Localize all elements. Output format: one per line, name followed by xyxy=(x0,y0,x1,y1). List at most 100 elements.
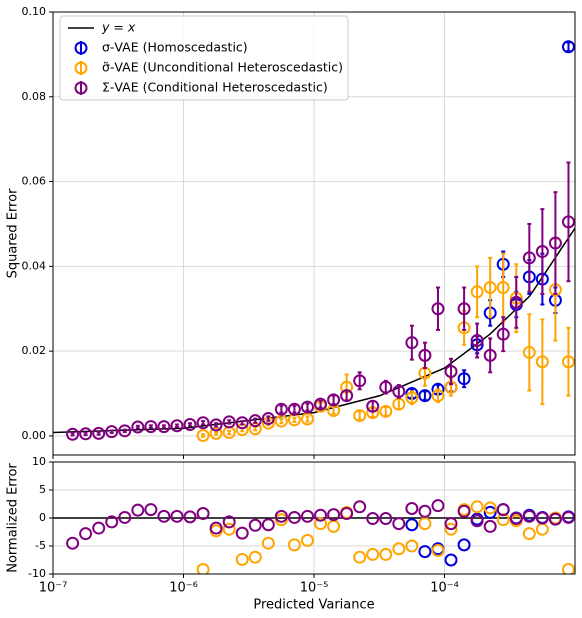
point xyxy=(418,389,432,403)
point xyxy=(457,538,471,552)
point xyxy=(261,412,275,426)
point xyxy=(509,295,523,309)
point xyxy=(379,380,393,394)
point xyxy=(483,348,497,362)
point xyxy=(196,563,210,574)
point xyxy=(209,521,223,535)
point xyxy=(222,522,236,536)
x-tick-label: 10⁻⁷ xyxy=(39,581,68,596)
point xyxy=(131,503,145,517)
point xyxy=(457,302,471,316)
point xyxy=(131,420,145,434)
y-tick-label: 0 xyxy=(39,511,46,524)
point xyxy=(483,519,497,533)
point xyxy=(561,215,575,229)
point xyxy=(235,552,249,566)
point xyxy=(470,334,484,348)
point xyxy=(327,519,341,533)
legend-marker xyxy=(74,61,88,75)
point xyxy=(561,563,575,574)
point xyxy=(431,499,445,513)
point xyxy=(483,505,497,519)
axes-frame xyxy=(52,461,576,575)
legend-box xyxy=(59,15,349,101)
point xyxy=(353,409,367,423)
point xyxy=(170,419,184,433)
point xyxy=(340,389,354,403)
point xyxy=(92,521,106,535)
point xyxy=(405,336,419,350)
point xyxy=(340,507,354,521)
legend-marker xyxy=(74,81,88,95)
x-tick-label: 10⁻⁴ xyxy=(430,581,459,596)
point xyxy=(157,509,171,523)
point xyxy=(235,526,249,540)
point xyxy=(261,518,275,532)
plot-area xyxy=(53,40,575,442)
point xyxy=(209,418,223,432)
point xyxy=(327,508,341,522)
point xyxy=(522,251,536,265)
point xyxy=(79,527,93,541)
point xyxy=(535,355,549,369)
point xyxy=(314,517,328,531)
point xyxy=(196,507,210,521)
point xyxy=(196,416,210,430)
point xyxy=(379,404,393,418)
point xyxy=(496,327,510,341)
point xyxy=(248,550,262,564)
legend-marker xyxy=(74,41,88,55)
point xyxy=(418,348,432,362)
y-tick-label: 0.04 xyxy=(22,259,47,272)
y-tick-label: 5 xyxy=(39,483,46,496)
point xyxy=(314,397,328,411)
legend-label: σ-VAE (Homoscedastic) xyxy=(102,40,248,55)
point xyxy=(366,399,380,413)
point xyxy=(183,510,197,524)
point xyxy=(405,501,419,515)
point xyxy=(405,539,419,553)
point xyxy=(548,512,562,526)
point xyxy=(144,503,158,517)
point xyxy=(118,510,132,524)
point xyxy=(144,420,158,434)
legend-label: σ̃-VAE (Unconditional Heteroscedastic) xyxy=(102,60,343,75)
point xyxy=(496,503,510,517)
point xyxy=(470,514,484,528)
point xyxy=(366,512,380,526)
y-tick-label: 0.10 xyxy=(22,5,47,18)
x-axis-label: Predicted Variance xyxy=(253,598,374,613)
y-axis-label: Squared Error xyxy=(6,188,21,278)
point xyxy=(444,553,458,567)
point xyxy=(392,384,406,398)
point xyxy=(548,236,562,250)
point xyxy=(535,522,549,536)
point xyxy=(353,500,367,514)
legend-label: Σ-VAE (Conditional Heteroscedastic) xyxy=(102,80,328,95)
point xyxy=(105,425,119,439)
point xyxy=(287,510,301,524)
point xyxy=(392,542,406,556)
point xyxy=(300,400,314,414)
point xyxy=(392,517,406,531)
point xyxy=(183,417,197,431)
point xyxy=(379,547,393,561)
point xyxy=(222,415,236,429)
point xyxy=(79,427,93,441)
y-tick-label: 0.08 xyxy=(22,90,47,103)
legend: y = x σ-VAE (Homoscedastic) σ̃-VAE (Uncond… xyxy=(59,15,349,101)
point xyxy=(418,517,432,531)
point xyxy=(418,545,432,559)
point xyxy=(327,393,341,407)
point xyxy=(522,527,536,541)
y-axis-label: Normalized Error xyxy=(6,463,21,573)
point xyxy=(379,512,393,526)
point xyxy=(92,426,106,440)
point xyxy=(261,536,275,550)
y-tick-label: 0.06 xyxy=(22,175,47,188)
point xyxy=(561,355,575,369)
point xyxy=(300,509,314,523)
point xyxy=(444,517,458,531)
point xyxy=(157,420,171,434)
